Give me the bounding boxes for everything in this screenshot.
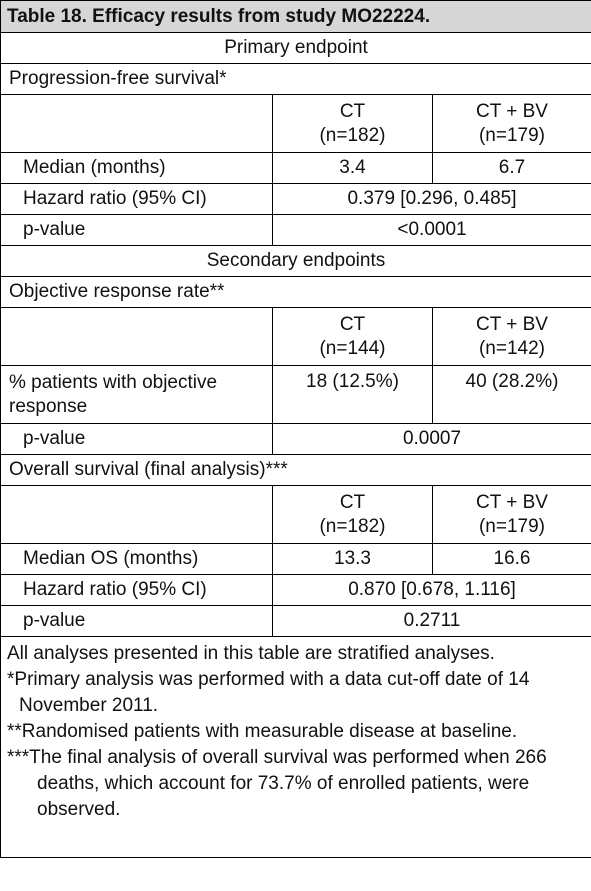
empty-cell <box>0 485 273 544</box>
column-header: CT (n=144) <box>272 307 433 366</box>
cell: <0.0001 <box>272 214 591 246</box>
cell: 6.7 <box>432 152 591 184</box>
column-header: CT + BV (n=142) <box>432 307 591 366</box>
footnote: All analyses presented in this table are… <box>7 643 495 664</box>
cell: 18 (12.5%) <box>272 365 433 424</box>
row-label: Hazard ratio (95% CI) <box>0 574 273 606</box>
row-label: Median OS (months) <box>0 543 273 575</box>
empty-cell <box>0 307 273 366</box>
cell: 0.870 [0.678, 1.116] <box>272 574 591 606</box>
section-header: Primary endpoint <box>0 32 591 64</box>
cell: 0.2711 <box>272 605 591 637</box>
endpoint-label: Progression-free survival* <box>0 63 591 95</box>
row-label: p-value <box>0 423 273 455</box>
column-header: CT + BV (n=179) <box>432 485 591 544</box>
cell: 16.6 <box>432 543 591 575</box>
footnote: ***The final analysis of overall surviva… <box>7 747 547 820</box>
column-header: CT + BV (n=179) <box>432 94 591 153</box>
footnote: **Randomised patients with measurable di… <box>7 721 518 742</box>
row-label: Median (months) <box>0 152 273 184</box>
efficacy-table: Table 18. Efficacy results from study MO… <box>0 0 591 858</box>
row-label: % patients with objective response <box>0 365 273 424</box>
cell: 0.379 [0.296, 0.485] <box>272 183 591 215</box>
cell: 0.0007 <box>272 423 591 455</box>
row-label: p-value <box>0 214 273 246</box>
column-header: CT (n=182) <box>272 94 433 153</box>
column-header: CT (n=182) <box>272 485 433 544</box>
footnote: *Primary analysis was performed with a d… <box>7 669 530 716</box>
section-header: Secondary endpoints <box>0 245 591 277</box>
endpoint-label: Overall survival (final analysis)*** <box>0 454 591 486</box>
footnotes: All analyses presented in this table are… <box>0 636 591 858</box>
endpoint-label: Objective response rate** <box>0 276 591 308</box>
cell: 13.3 <box>272 543 433 575</box>
cell: 40 (28.2%) <box>432 365 591 424</box>
empty-cell <box>0 94 273 153</box>
cell: 3.4 <box>272 152 433 184</box>
row-label: Hazard ratio (95% CI) <box>0 183 273 215</box>
table-title: Table 18. Efficacy results from study MO… <box>0 0 591 33</box>
row-label: p-value <box>0 605 273 637</box>
